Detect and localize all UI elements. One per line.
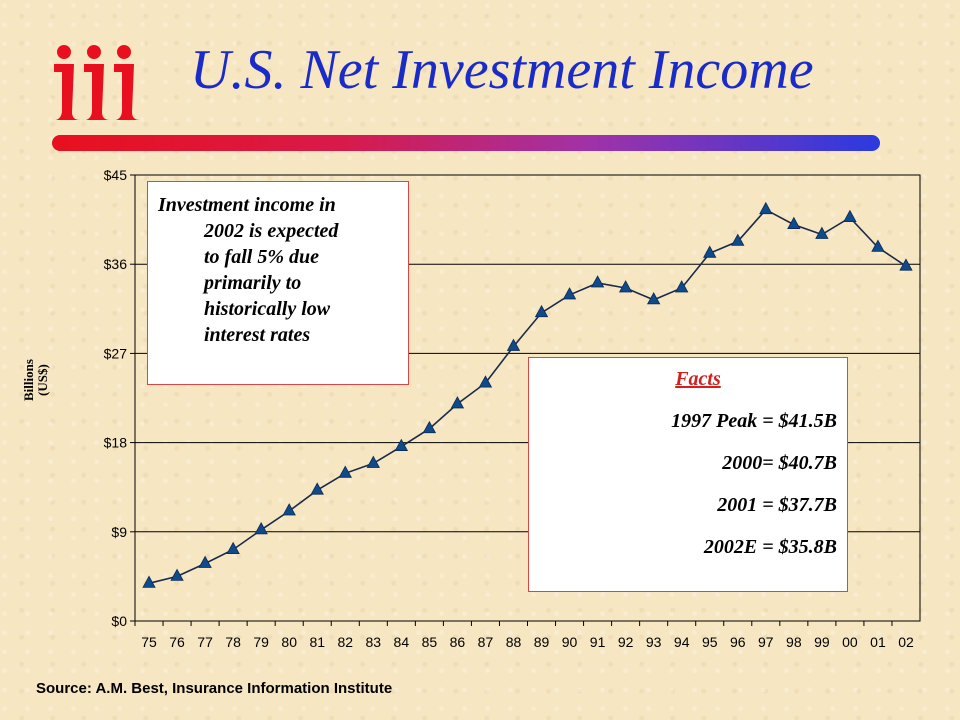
data-point-marker (254, 521, 268, 535)
facts-item: 2002E = $35.8B (703, 536, 837, 558)
y-axis-label-line-1: Billions (21, 359, 36, 401)
y-tick-label: $45 (104, 167, 128, 183)
x-tick-label: 91 (590, 634, 606, 650)
data-point-marker (871, 239, 885, 252)
y-axis-label-line-2: (US$) (35, 364, 50, 396)
source-caption: Source: A.M. Best, Insurance Information… (36, 680, 393, 697)
data-point-marker (843, 209, 857, 223)
note-line: Investment income in (158, 194, 336, 216)
note-line: interest rates (204, 324, 311, 346)
data-point-marker (282, 503, 296, 516)
x-tick-label: 97 (758, 634, 774, 650)
y-tick-label: $9 (111, 524, 127, 540)
y-axis-label: Billions (US$) (21, 345, 72, 415)
x-tick-label: 98 (786, 634, 802, 650)
facts-item: 1997 Peak = $41.5B (671, 410, 837, 432)
data-point-marker (394, 438, 409, 451)
data-point-marker (590, 275, 605, 288)
facts-item: 2000= $40.7B (722, 452, 837, 474)
data-point-marker (338, 465, 352, 478)
data-point-marker (422, 420, 437, 434)
x-tick-label: 79 (253, 634, 269, 650)
data-point-marker (366, 455, 380, 468)
data-point-marker (534, 304, 549, 318)
data-point-marker (562, 287, 577, 300)
page-title: U.S. Net Investment Income (190, 39, 814, 101)
data-point-marker (815, 226, 829, 239)
x-tick-label: 92 (618, 634, 634, 650)
y-tick-label: $36 (104, 256, 128, 272)
data-point-marker (310, 482, 324, 495)
series-line (148, 208, 907, 585)
logo-letter-i-3 (114, 45, 140, 120)
facts-box: Facts 1997 Peak = $41.5B 2000= $40.7B 20… (528, 357, 848, 592)
x-tick-label: 96 (730, 634, 746, 650)
note-line: 2002 is expected (204, 220, 339, 242)
x-tick-label: 93 (646, 634, 662, 650)
title-underline-bar (52, 135, 880, 151)
x-tick-label: 84 (394, 634, 410, 650)
data-point-marker (731, 233, 745, 246)
data-point-marker (703, 245, 717, 258)
data-point-marker (450, 396, 465, 409)
x-tick-label: 99 (814, 634, 830, 650)
data-point-marker (646, 292, 661, 305)
data-point-marker (787, 216, 801, 229)
x-tick-label: 81 (309, 634, 325, 650)
x-tick-label: 95 (702, 634, 718, 650)
x-tick-label: 90 (562, 634, 578, 650)
note-line: to fall 5% due (204, 246, 319, 268)
x-tick-label: 02 (898, 634, 914, 650)
facts-item: 2001 = $37.7B (717, 494, 837, 516)
x-tick-label: 00 (842, 634, 858, 650)
data-point-marker (198, 555, 212, 568)
x-tick-label: 82 (337, 634, 353, 650)
data-point-marker (506, 338, 521, 351)
x-tick-label: 86 (450, 634, 466, 650)
y-tick-label: $18 (104, 435, 128, 451)
logo-letter-i-1 (54, 45, 80, 120)
x-tick-label: 85 (422, 634, 438, 650)
x-tick-label: 89 (534, 634, 550, 650)
x-tick-label: 80 (281, 634, 297, 650)
x-tick-label: 01 (870, 634, 886, 650)
data-point-marker (759, 201, 773, 215)
x-tick-label: 77 (197, 634, 213, 650)
data-point-marker (899, 258, 913, 271)
data-point-marker (226, 541, 240, 555)
x-tick-label: 78 (225, 634, 241, 650)
x-tick-label: 88 (506, 634, 522, 650)
x-tick-label: 94 (674, 634, 690, 650)
data-point-marker (170, 568, 184, 581)
data-point-marker (675, 280, 689, 293)
investment-note-box: Investment income in 2002 is expected to… (147, 181, 409, 385)
note-line: primarily to (204, 272, 302, 294)
logo (54, 45, 140, 120)
data-point-marker (618, 280, 633, 293)
x-tick-label: 83 (366, 634, 382, 650)
x-tick-label: 75 (141, 634, 157, 650)
data-point-marker (142, 575, 156, 588)
logo-letter-i-2 (84, 45, 110, 120)
x-tick-label: 87 (478, 634, 494, 650)
y-tick-label: $27 (104, 345, 128, 361)
y-tick-label: $0 (111, 613, 127, 629)
data-point-marker (478, 375, 493, 388)
note-line: historically low (204, 298, 331, 320)
x-tick-label: 76 (169, 634, 185, 650)
facts-heading: Facts (675, 368, 721, 390)
